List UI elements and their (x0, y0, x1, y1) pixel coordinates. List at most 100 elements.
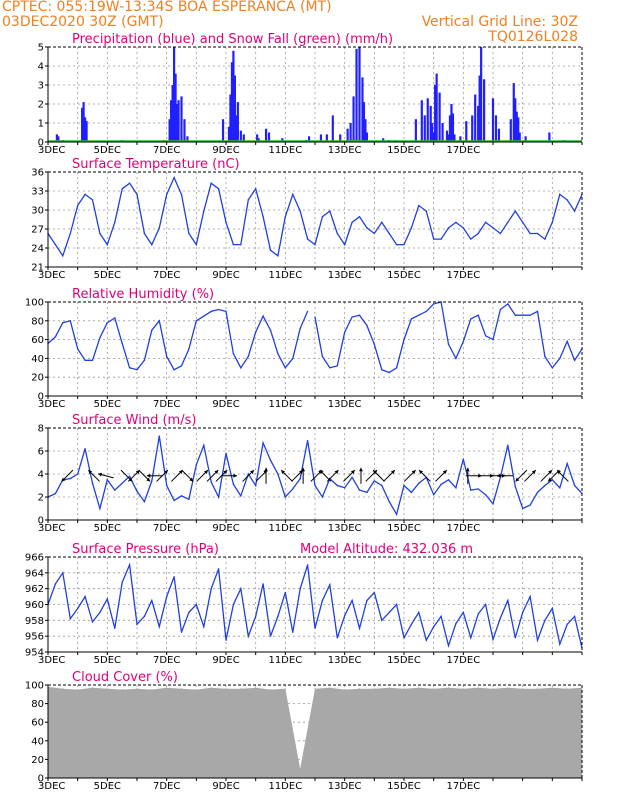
pressure-series-point (536, 639, 539, 641)
pressure-series-point (128, 564, 131, 566)
wind-series-point (121, 482, 123, 484)
temp-series-point (403, 243, 405, 246)
precip-bar (453, 134, 456, 142)
rh-ytick-label: 60 (31, 335, 44, 346)
pressure-series-point (329, 584, 331, 586)
temp-xtick-label: 9DEC (212, 270, 239, 281)
pressure-series-point (425, 639, 427, 641)
pressure-series-point (203, 625, 205, 628)
wind-series-point (247, 473, 249, 475)
pressure-xtick-label: 11DEC (268, 655, 302, 666)
pressure-xtick-label: 3DEC (38, 655, 65, 666)
rh-series-point (455, 357, 457, 360)
wind-arrow-head (390, 470, 395, 474)
rh-series-point (462, 340, 465, 343)
temp-series-point (69, 232, 71, 235)
temp-series-point (425, 210, 427, 212)
cloud-cover-point (492, 688, 494, 690)
temp-series-point (225, 221, 227, 223)
wind-series-point (203, 444, 205, 446)
temp-series-point (84, 193, 86, 196)
precip-bar (438, 92, 441, 142)
pressure-xtick-label: 15DEC (387, 655, 421, 666)
temp-xtick-label: 3DEC (38, 270, 65, 281)
wind-series-line (47, 435, 583, 516)
temp-series-point (440, 238, 442, 240)
cloud-cover-point (477, 687, 479, 689)
wind-arrow-head (250, 470, 254, 474)
wind-series-point (299, 477, 301, 480)
temp-series-point (351, 221, 353, 223)
cloud-cover-point (225, 688, 227, 690)
precip-bar (172, 47, 176, 142)
wind-series-point (240, 495, 242, 497)
temp-series-point (151, 243, 153, 246)
precip-bar (186, 136, 189, 142)
precip-bar (451, 113, 455, 142)
precip-bar (491, 98, 495, 142)
cloud-ytick-label: 60 (31, 718, 44, 729)
wind-series-point (521, 507, 524, 510)
pressure-series-point (336, 637, 338, 639)
pressure-xtick-label: 13DEC (328, 655, 362, 666)
precip-bar (497, 128, 501, 142)
precip-bar (474, 94, 477, 142)
wind-arrow-head (214, 470, 219, 474)
pressure-series-point (143, 615, 146, 618)
rh-series-point (573, 359, 576, 361)
cloud-cover-point (151, 689, 153, 691)
rh-series-point (232, 353, 235, 355)
wind-series-point (254, 484, 257, 487)
rh-series-point (321, 355, 324, 358)
wind-arrow-head (531, 470, 536, 474)
wind-series-point (358, 489, 361, 491)
temp-xtick-label: 11DEC (268, 270, 302, 281)
cloud-cover-point (121, 689, 123, 691)
rh-series-point (121, 342, 123, 345)
wind-series-point (91, 482, 94, 484)
wind-series-point (128, 475, 131, 477)
precip-bar (221, 119, 225, 142)
wind-xtick-label: 15DEC (387, 523, 421, 534)
wind-series-point (432, 494, 435, 496)
wind-arrow-head (61, 477, 66, 482)
temp-series-point (358, 216, 361, 218)
cloud-title: Cloud Cover (%) (72, 670, 178, 685)
cloud-ytick-label: 0 (38, 774, 44, 785)
cloud-cover-point (106, 688, 108, 690)
temp-series-point (484, 221, 487, 223)
rh-xtick-label: 13DEC (328, 399, 362, 410)
precip-bar (170, 100, 173, 142)
rh-series-point (62, 321, 64, 324)
rh-series-point (507, 303, 509, 305)
wind-series-point (69, 477, 71, 480)
header-grid-note: Vertical Grid Line: 30Z (421, 14, 578, 30)
temp-series-point (507, 221, 509, 223)
temp-series-point (388, 232, 390, 235)
wind-arrow-head (135, 470, 140, 474)
precip-bar (331, 115, 334, 142)
precip-bar (339, 134, 342, 142)
rh-series-point (277, 353, 279, 355)
temp-series-point (277, 255, 279, 257)
temp-series-point (284, 216, 287, 218)
precip-bar (229, 94, 232, 142)
temp-series-point (188, 232, 190, 235)
precip-bar (168, 119, 171, 142)
cloud-ytick-label: 40 (31, 736, 44, 747)
rh-ytick-label: 80 (31, 316, 44, 327)
rh-series-point (484, 335, 487, 337)
precip-xtick-label: 5DEC (94, 145, 121, 156)
wind-series-point (462, 458, 465, 460)
pressure-series-point (351, 599, 353, 602)
precip-bar (512, 83, 515, 142)
pressure-series-point (484, 603, 487, 606)
wind-series-point (284, 496, 287, 498)
temp-series-point (262, 216, 264, 218)
wind-series-point (447, 479, 450, 481)
wind-series-point (99, 507, 101, 510)
temp-series-point (447, 227, 450, 229)
rh-series-point (84, 359, 86, 361)
rh-series-point (203, 315, 205, 317)
wind-arrow-head (442, 470, 447, 474)
